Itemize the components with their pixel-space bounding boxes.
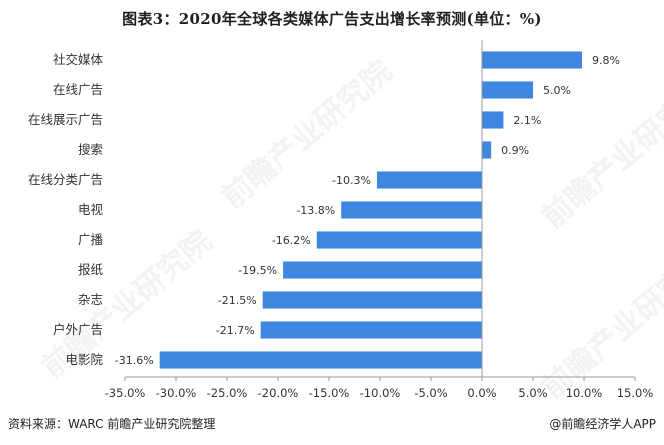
bar <box>482 111 504 129</box>
category-label: 在线展示广告 <box>28 112 103 127</box>
bar <box>316 231 482 249</box>
bar <box>283 261 482 279</box>
x-tick-label: -20.0% <box>258 386 299 400</box>
bar <box>260 321 482 339</box>
data-label: -21.7% <box>216 324 255 337</box>
category-label: 电影院 <box>65 352 103 367</box>
chart-title: 图表3：2020年全球各类媒体广告支出增长率预测(单位：%) <box>122 10 542 28</box>
category-label: 杂志 <box>78 292 103 307</box>
x-tick-label: 10.0% <box>566 386 603 400</box>
data-label: -13.8% <box>296 204 335 217</box>
data-label: -19.5% <box>238 264 277 277</box>
category-label: 社交媒体 <box>53 52 104 67</box>
bar <box>482 81 533 99</box>
category-label: 报纸 <box>78 262 104 277</box>
x-tick-label: -15.0% <box>309 386 350 400</box>
data-label: -16.2% <box>272 234 311 247</box>
x-tick-label: 0.0% <box>467 386 496 400</box>
x-tick-label: 5.0% <box>518 386 547 400</box>
bar <box>341 201 482 219</box>
brand-label: @前瞻经济学人APP <box>549 417 656 431</box>
source-note: 资料来源：WARC 前瞻产业研究院整理 <box>8 417 216 431</box>
data-label: -10.3% <box>332 174 371 187</box>
x-tick-label: -10.0% <box>360 386 401 400</box>
x-tick-label: -5.0% <box>414 386 447 400</box>
bar <box>262 291 482 309</box>
category-label: 在线分类广告 <box>28 172 103 187</box>
data-label: 0.9% <box>501 144 529 157</box>
bar <box>482 141 492 159</box>
x-tick-label: -25.0% <box>207 386 248 400</box>
bar <box>376 171 482 189</box>
data-label: 2.1% <box>513 114 541 127</box>
data-label: -21.5% <box>218 294 257 307</box>
category-label: 户外广告 <box>53 322 103 337</box>
category-label: 广播 <box>78 232 104 247</box>
data-label: -31.6% <box>115 354 154 367</box>
bar <box>482 51 582 69</box>
category-label: 在线广告 <box>53 82 103 97</box>
data-label: 5.0% <box>543 84 571 97</box>
category-label: 电视 <box>78 202 104 217</box>
category-label: 搜索 <box>78 142 103 157</box>
x-tick-label: 15.0% <box>617 386 654 400</box>
data-label: 9.8% <box>592 54 620 67</box>
bar <box>159 351 482 369</box>
x-tick-label: -35.0% <box>105 386 146 400</box>
x-tick-label: -30.0% <box>156 386 197 400</box>
